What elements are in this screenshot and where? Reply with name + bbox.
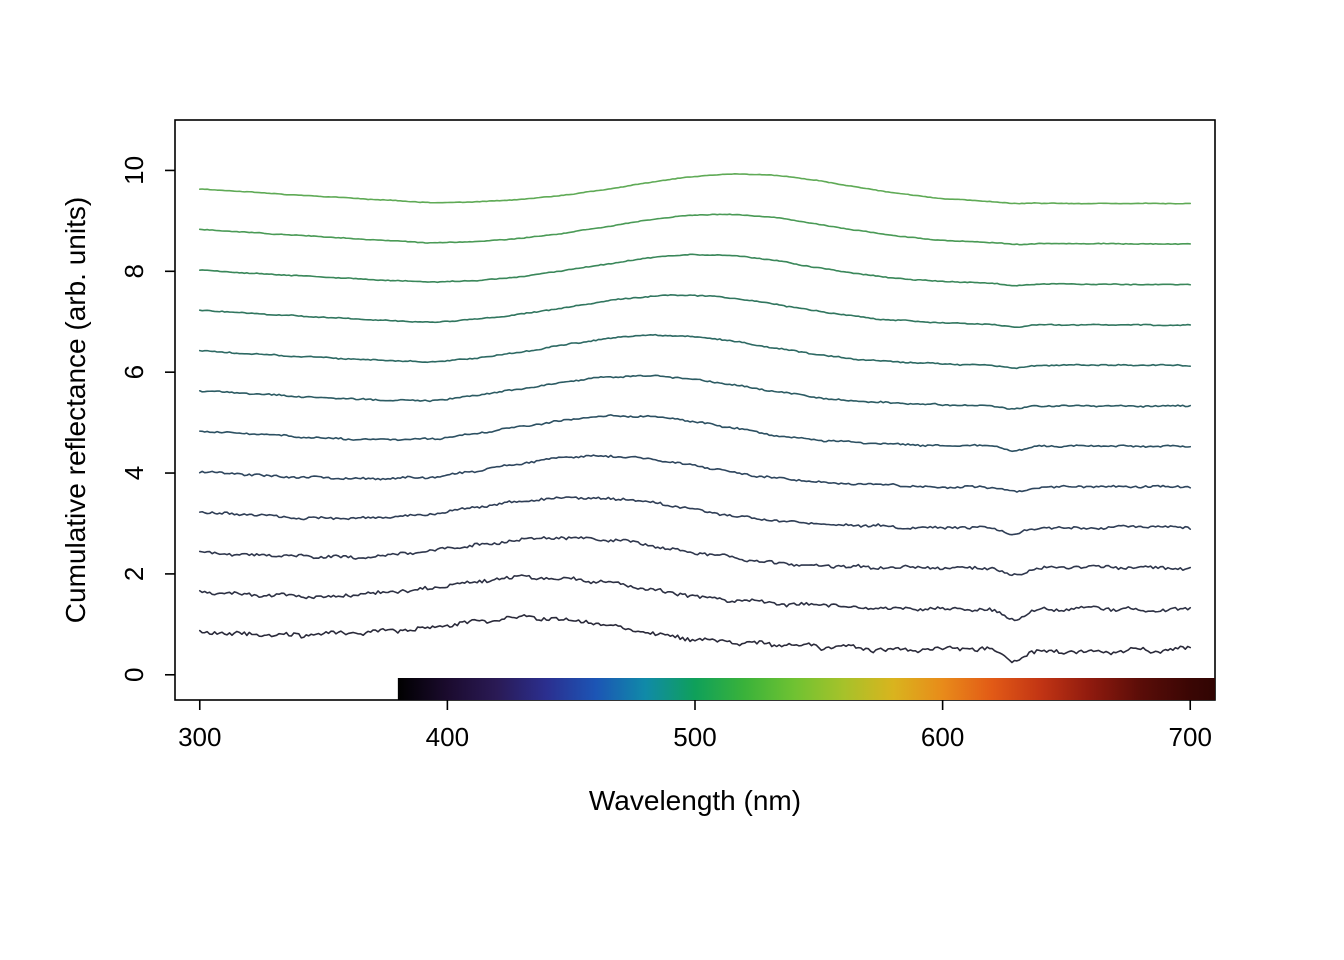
y-tick-label: 10 <box>119 156 149 185</box>
series-line <box>200 174 1190 204</box>
x-tick-label: 600 <box>921 722 964 752</box>
plot-border <box>175 120 1215 700</box>
y-tick-label: 8 <box>119 264 149 278</box>
x-tick-label: 300 <box>178 722 221 752</box>
y-tick-label: 2 <box>119 567 149 581</box>
series-line <box>200 615 1190 663</box>
x-axis-label: Wavelength (nm) <box>589 785 801 816</box>
series-line <box>200 455 1190 492</box>
series-line <box>200 575 1190 620</box>
y-tick-label: 0 <box>119 668 149 682</box>
y-tick-label: 4 <box>119 466 149 480</box>
series-line <box>200 537 1190 576</box>
y-tick-label: 6 <box>119 365 149 379</box>
series-group <box>200 174 1190 663</box>
series-line <box>200 415 1190 451</box>
x-tick-label: 700 <box>1169 722 1212 752</box>
series-line <box>200 295 1190 327</box>
series-line <box>200 497 1190 535</box>
series-line <box>200 335 1190 369</box>
series-line <box>200 254 1190 286</box>
x-tick-label: 500 <box>673 722 716 752</box>
reflectance-chart: 300 400 500 600 700 Wavelength (nm) 0 2 4 6 8 10 Cum… <box>0 0 1344 960</box>
y-axis-label: Cumulative reflectance (arb. units) <box>60 197 91 623</box>
series-line <box>200 214 1190 245</box>
series-line <box>200 375 1190 409</box>
chart-svg: 300 400 500 600 700 Wavelength (nm) 0 2 4 6 8 10 Cum… <box>0 0 1344 960</box>
spectrum-bar <box>398 678 1232 700</box>
x-tick-label: 400 <box>426 722 469 752</box>
